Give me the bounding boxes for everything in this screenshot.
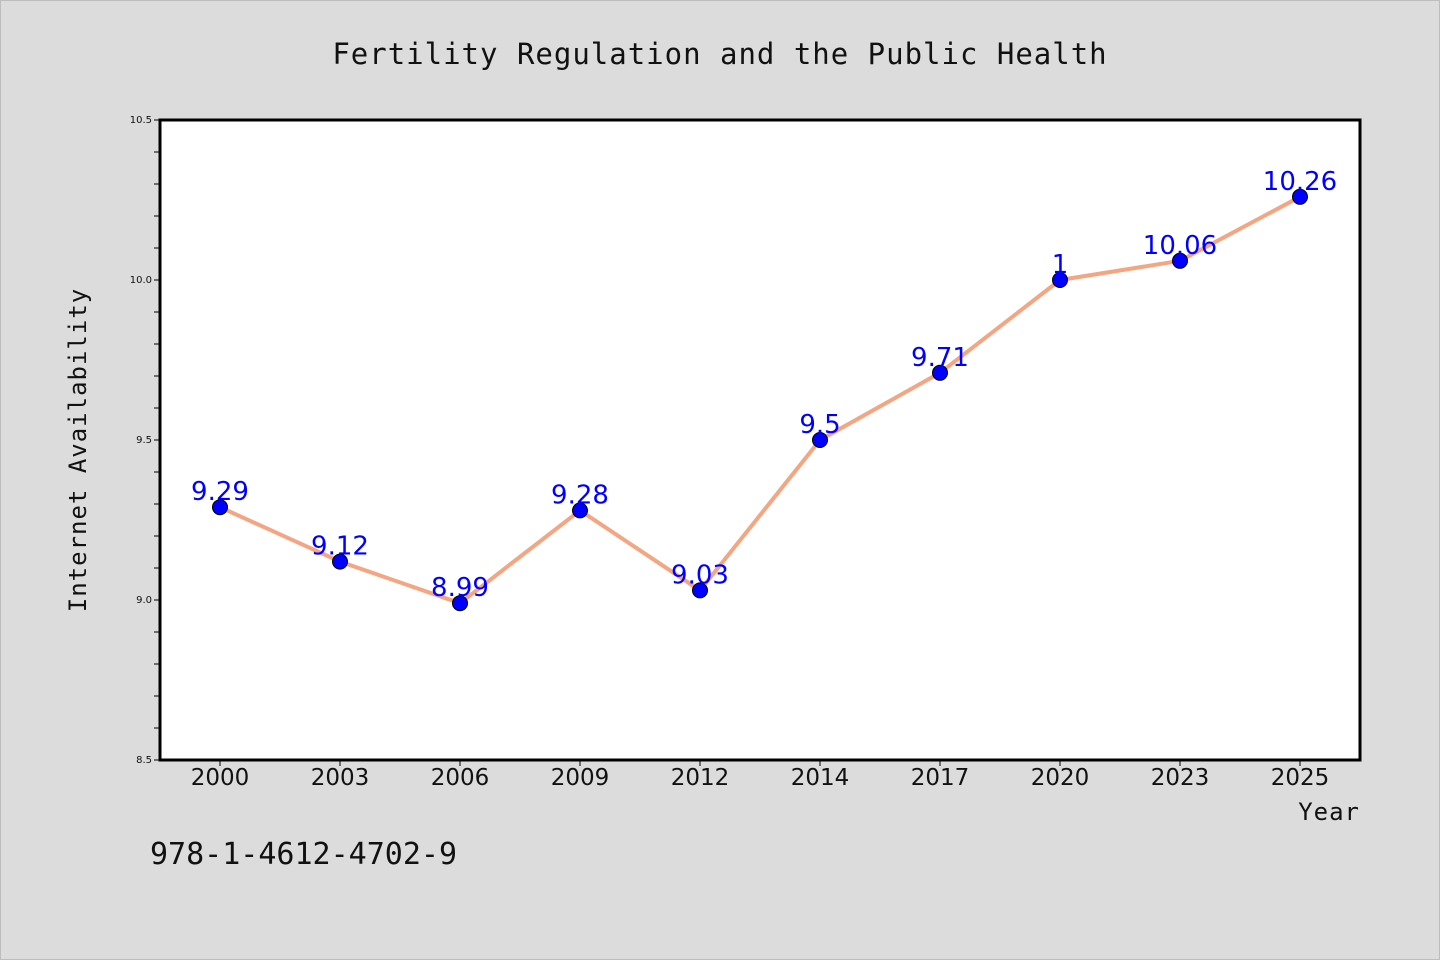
x-tick-label: 2012: [671, 765, 730, 791]
data-label: 8.99: [431, 573, 489, 603]
series-group: 9.29 9.12 8.99 9.28 9.03 9.5 9.71 1 10.06 10.26: [191, 167, 1337, 612]
data-point: [572, 502, 588, 519]
data-point: [692, 582, 708, 599]
y-tick-label: 9.0: [136, 595, 152, 606]
data-label: 9.28: [551, 480, 609, 510]
x-tick-label: 2025: [1271, 765, 1330, 791]
data-label: 10.26: [1263, 167, 1337, 197]
data-label: 9.71: [911, 343, 969, 373]
data-point: [452, 595, 468, 612]
data-point: [212, 499, 228, 516]
y-tick-label: 10.0: [130, 275, 152, 286]
data-label: 9.03: [671, 560, 729, 590]
x-axis-label: Year: [1298, 798, 1360, 826]
isbn-text: 978-1-4612-4702-9: [150, 837, 457, 872]
x-axis: 2000 2003 2006 2009 2012 2014 2017 2020 2023 2025: [191, 760, 1330, 791]
y-tick-label: 8.5: [136, 755, 152, 766]
x-tick-label: 2017: [911, 765, 970, 791]
y-axis: 8.5 9.0 9.5 10.0 10.5: [130, 115, 160, 766]
data-point: [1292, 188, 1308, 205]
x-tick-label: 2009: [551, 765, 610, 791]
data-label: 9.12: [311, 532, 369, 562]
x-tick-label: 2000: [191, 765, 250, 791]
data-point: [1172, 252, 1188, 269]
data-label: 1: [1052, 250, 1069, 280]
data-label: 10.06: [1143, 231, 1217, 261]
x-tick-label: 2020: [1031, 765, 1090, 791]
data-point: [812, 432, 828, 448]
x-tick-label: 2014: [791, 765, 850, 791]
y-axis-label: Internet Availability: [64, 288, 92, 612]
x-tick-label: 2006: [431, 765, 490, 791]
y-tick-label: 9.5: [136, 435, 152, 446]
data-point: [932, 364, 948, 381]
plot-area: [158, 118, 1362, 762]
y-tick-label: 10.5: [130, 115, 152, 126]
data-label: 9.29: [191, 477, 249, 507]
chart-title: Fertility Regulation and the Public Heal…: [332, 37, 1107, 71]
x-tick-label: 2003: [311, 765, 370, 791]
data-point: [332, 553, 348, 570]
series-line: [218, 194, 1302, 606]
data-label: 9.5: [799, 410, 840, 440]
x-tick-label: 2023: [1151, 765, 1210, 791]
data-point: [1052, 272, 1068, 288]
